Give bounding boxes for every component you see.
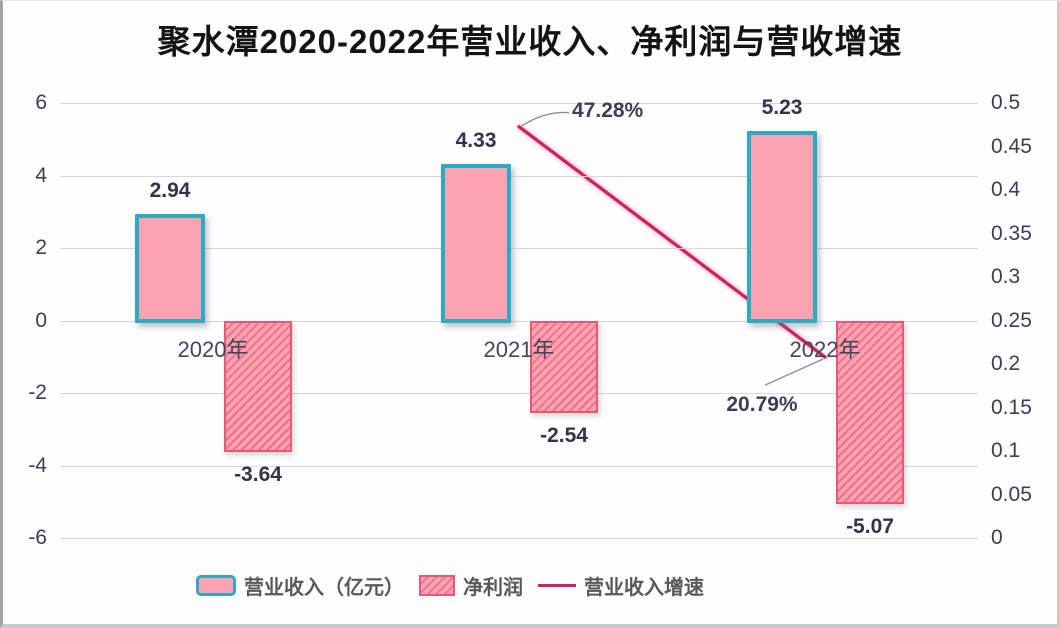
gridline--4 <box>60 465 978 467</box>
legend-item-1: 净利润 <box>419 571 523 600</box>
net-profit-value-label-2020年: -3.64 <box>234 463 282 487</box>
revenue-bar-2021年 <box>441 163 511 324</box>
gridline-0 <box>60 320 978 322</box>
left-axis-tick-2: 2 <box>35 236 47 259</box>
right-axis-tick-0.5: 0.5 <box>991 91 1021 114</box>
revenue-value-label-2022年: 5.23 <box>761 95 803 119</box>
revenue-bar-2020年 <box>135 213 205 324</box>
category-label-2021年: 2021年 <box>483 336 555 362</box>
left-axis-tick--2: -2 <box>28 381 47 404</box>
left-axis-tick-4: 4 <box>35 163 47 187</box>
gridline--2 <box>60 393 978 394</box>
legend-swatch-revenue-icon <box>196 575 236 596</box>
gridline--6 <box>60 538 978 539</box>
legend-item-label-1: 净利润 <box>463 577 523 599</box>
category-label-2022年: 2022年 <box>789 336 861 362</box>
leader-line-0 <box>521 111 570 127</box>
right-axis-tick-0.1: 0.1 <box>991 439 1021 462</box>
right-axis-tick-0.3: 0.3 <box>991 265 1021 288</box>
left-axis-tick-0: 0 <box>35 308 47 332</box>
right-axis-tick-0.2: 0.2 <box>991 352 1021 375</box>
net-profit-bar-2020年 <box>224 320 292 453</box>
right-axis-tick-0: 0 <box>991 526 1003 549</box>
left-axis-tick--4: -4 <box>28 453 47 477</box>
right-axis-tick-0.05: 0.05 <box>991 482 1032 506</box>
leader-line-1 <box>764 358 824 386</box>
right-axis-tick-0.15: 0.15 <box>991 395 1032 419</box>
gridline-2 <box>60 248 978 249</box>
revenue-value-label-2021年: 4.33 <box>455 128 497 152</box>
revenue-bar-2022年 <box>747 130 817 324</box>
net-profit-value-label-2021年: -2.54 <box>540 423 588 447</box>
legend-item-2: 营业收入增速 <box>538 571 704 600</box>
legend: 营业收入（亿元） 净利润 营业收入增速 <box>196 571 719 600</box>
right-axis-tick-0.4: 0.4 <box>991 178 1021 201</box>
right-axis-tick-0.45: 0.45 <box>991 134 1032 158</box>
growth-point-label-1: 20.79% <box>726 393 798 417</box>
net-profit-bar-2021年 <box>530 320 598 413</box>
chart-title: 聚水潭2020-2022年营业收入、净利润与营收增速 <box>157 23 903 60</box>
legend-item-label-2: 营业收入增速 <box>584 577 704 599</box>
right-axis-tick-0.25: 0.25 <box>991 308 1032 332</box>
legend-swatch-net-profit-icon <box>419 575 455 596</box>
revenue-value-label-2020年: 2.94 <box>149 178 191 202</box>
net-profit-bar-2022年 <box>836 320 904 505</box>
legend-swatch-growth-line-icon <box>538 584 576 587</box>
legend-item-label-0: 营业收入（亿元） <box>244 577 404 599</box>
gridline-6 <box>60 103 978 104</box>
growth-point-label-0: 47.28% <box>572 98 644 122</box>
right-axis-tick-0.35: 0.35 <box>991 221 1032 245</box>
net-profit-value-label-2022年: -5.07 <box>846 515 894 539</box>
gridline-4 <box>60 175 978 177</box>
left-axis-tick--6: -6 <box>28 526 47 549</box>
legend-item-0: 营业收入（亿元） <box>196 571 404 600</box>
left-axis-tick-6: 6 <box>35 91 47 114</box>
category-label-2020年: 2020年 <box>177 336 249 362</box>
